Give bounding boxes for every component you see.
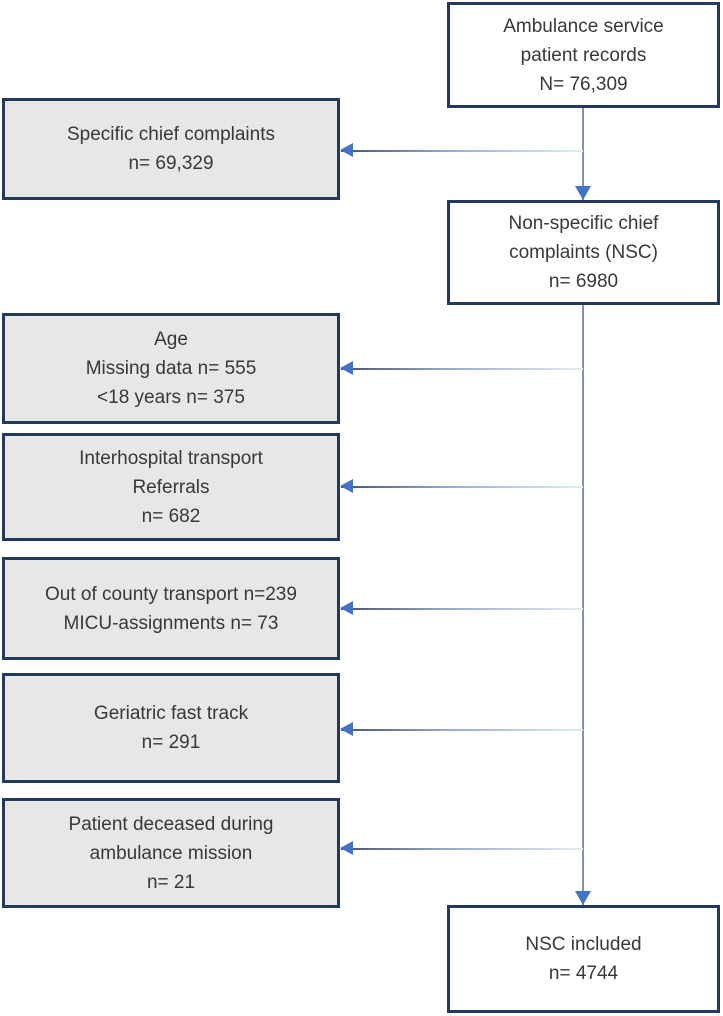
- arrowhead-left-geriatric: [340, 722, 353, 736]
- box-text-line: Non-specific chief: [508, 213, 659, 234]
- box-text-line: Specific chief complaints: [66, 124, 276, 145]
- connector-out-of-county: [341, 608, 583, 610]
- box-text-line: n= 291: [141, 732, 201, 753]
- box-text-line: Out of county transport n=239: [45, 583, 297, 605]
- box-age-exclusions: Age Missing data n= 555 <18 years n= 375: [2, 313, 340, 424]
- arrowhead-left-deceased: [340, 841, 353, 855]
- box-text-line: n= 682: [141, 505, 201, 527]
- box-specific-chief-complaints: Specific chief complaints n= 69,329: [2, 98, 340, 200]
- arrowhead-left-specific: [340, 143, 353, 157]
- box-text-line: <18 years n= 375: [97, 387, 245, 408]
- box-text-line: Referrals: [132, 476, 210, 498]
- connector-age: [341, 368, 583, 370]
- arrowhead-down-nsc: [575, 186, 591, 200]
- connector-vertical-main: [582, 305, 584, 905]
- box-text-line: Age: [154, 329, 188, 350]
- box-text-line: Ambulance service: [503, 15, 664, 37]
- box-out-of-county-transport: Out of county transport n=239 MICU-assig…: [2, 557, 340, 660]
- arrowhead-down-included: [575, 891, 591, 905]
- arrowhead-left-out-of-county: [340, 601, 353, 615]
- connector-geriatric: [341, 729, 583, 731]
- box-text-line: Patient deceased during: [68, 813, 274, 835]
- box-text-line: NSC included: [525, 934, 642, 955]
- arrowhead-left-interhospital: [340, 479, 353, 493]
- connector-deceased: [341, 848, 583, 850]
- arrowhead-left-age: [340, 361, 353, 375]
- box-text-line: n= 6980: [548, 271, 619, 292]
- connector-specific: [341, 150, 583, 152]
- box-non-specific-chief-complaints: Non-specific chief complaints (NSC) n= 6…: [447, 200, 720, 305]
- box-text-line: n= 4744: [548, 963, 619, 984]
- box-text-line: ambulance mission: [89, 842, 253, 864]
- box-text-line: N= 76,309: [539, 73, 628, 95]
- box-patient-deceased: Patient deceased during ambulance missio…: [2, 798, 340, 908]
- box-text-line: Interhospital transport: [79, 447, 263, 469]
- box-text-line: n= 21: [146, 871, 196, 893]
- box-nsc-included: NSC included n= 4744: [447, 905, 720, 1013]
- box-text-line: n= 69,329: [128, 153, 214, 174]
- box-text-line: Geriatric fast track: [93, 703, 249, 724]
- box-text-line: patient records: [520, 44, 647, 66]
- box-text-line: MICU-assignments n= 73: [63, 612, 279, 634]
- box-ambulance-records: Ambulance service patient records N= 76,…: [447, 2, 720, 108]
- box-geriatric-fast-track: Geriatric fast track n= 291: [2, 673, 340, 783]
- box-text-line: complaints (NSC): [509, 242, 658, 263]
- box-interhospital-transport: Interhospital transport Referrals n= 682: [2, 433, 340, 541]
- connector-interhospital: [341, 486, 583, 488]
- box-text-line: Missing data n= 555: [85, 358, 257, 379]
- connector-vertical-top: [582, 108, 584, 200]
